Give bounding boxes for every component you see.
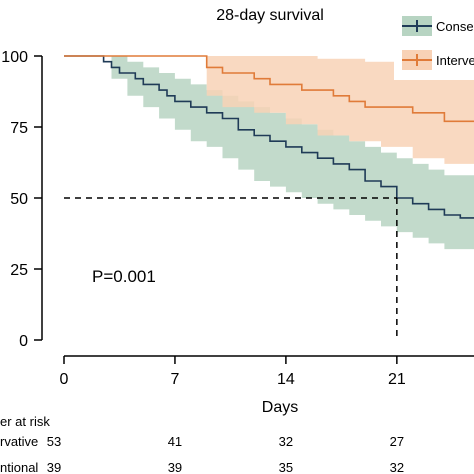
legend-label-interventional: Interve bbox=[436, 53, 474, 68]
x-tick-label: 21 bbox=[388, 371, 406, 388]
y-tick-label: 75 bbox=[10, 120, 28, 137]
risk-cell: 32 bbox=[279, 434, 293, 449]
risk-cell: 32 bbox=[390, 460, 404, 474]
survival-line-interventional bbox=[64, 55, 474, 123]
legend-label-conservative: Consec bbox=[436, 19, 474, 34]
x-tick-label: 7 bbox=[170, 371, 179, 388]
risk-cell: 53 bbox=[47, 434, 61, 449]
risk-row-label: rvative bbox=[0, 434, 38, 449]
risk-row-label: ntional bbox=[0, 460, 38, 474]
x-axis-label: Days bbox=[262, 399, 298, 416]
y-tick-label: 100 bbox=[1, 49, 28, 66]
x-ticks: 0 7 14 21 bbox=[60, 356, 406, 388]
risk-cell: 39 bbox=[168, 460, 182, 474]
chart-title: 28-day survival bbox=[216, 7, 324, 24]
y-tick-label: 25 bbox=[10, 262, 28, 279]
risk-table-title: er at risk bbox=[0, 414, 50, 429]
ci-band-conservative bbox=[64, 56, 474, 250]
y-tick-label: 0 bbox=[19, 333, 28, 350]
risk-table: er at risk rvative ntional 53 41 32 27 39 39 3… bbox=[0, 414, 404, 474]
risk-cell: 41 bbox=[168, 434, 182, 449]
x-tick-label: 0 bbox=[60, 371, 69, 388]
median-reference-lines bbox=[64, 197, 398, 340]
y-ticks: 0 25 50 75 100 bbox=[1, 49, 42, 350]
confidence-bands bbox=[64, 56, 474, 250]
x-tick-label: 14 bbox=[277, 371, 295, 388]
survival-line-conservative bbox=[64, 55, 474, 219]
legend: Consec Interve bbox=[394, 10, 474, 80]
y-tick-label: 50 bbox=[10, 191, 28, 208]
p-value-annotation: P=0.001 bbox=[92, 267, 156, 286]
risk-cell: 39 bbox=[47, 460, 61, 474]
risk-cell: 27 bbox=[390, 434, 404, 449]
ci-band-interventional bbox=[64, 56, 474, 164]
survival-curves bbox=[64, 55, 474, 219]
risk-cell: 35 bbox=[279, 460, 293, 474]
